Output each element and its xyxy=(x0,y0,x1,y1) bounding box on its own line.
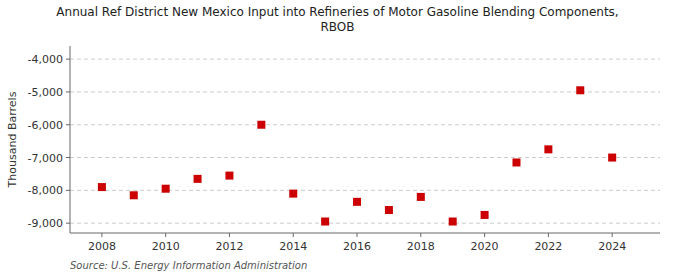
tick-label: -8,000 xyxy=(28,184,63,197)
title-line: RBOB xyxy=(320,20,354,34)
tick-label: 2012 xyxy=(215,240,243,253)
grid-line xyxy=(70,223,660,224)
point xyxy=(576,86,584,94)
tick-label: 2022 xyxy=(534,240,562,253)
point xyxy=(257,121,265,129)
tick-mark xyxy=(357,233,358,237)
y-axis xyxy=(70,46,71,233)
point xyxy=(194,175,202,183)
tick-mark xyxy=(548,233,549,237)
point xyxy=(225,172,233,180)
point xyxy=(98,183,106,191)
point xyxy=(608,154,616,162)
tick-mark xyxy=(66,124,70,125)
point xyxy=(289,190,297,198)
tick-label: -9,000 xyxy=(28,217,63,230)
tick-mark xyxy=(293,233,294,237)
tick-label: 2016 xyxy=(343,240,371,253)
point xyxy=(385,206,393,214)
point xyxy=(130,191,138,199)
title: Annual Ref District New Mexico Input int… xyxy=(56,5,618,34)
point xyxy=(544,145,552,153)
tick-label: -5,000 xyxy=(28,86,63,99)
grid-line xyxy=(70,190,660,191)
grid-line xyxy=(70,59,660,60)
tick-mark xyxy=(66,190,70,191)
tick-mark xyxy=(66,157,70,158)
source: Source: U.S. Energy Information Administ… xyxy=(70,260,307,271)
point xyxy=(481,211,489,219)
tick-label: 2020 xyxy=(471,240,499,253)
chart: Annual Ref District New Mexico Input int… xyxy=(0,0,675,275)
y-axis-label: Thousand Barrels xyxy=(6,91,19,188)
point xyxy=(449,218,457,226)
tick-mark xyxy=(612,233,613,237)
tick-mark xyxy=(229,233,230,237)
grid-line xyxy=(70,124,660,125)
point xyxy=(353,198,361,206)
tick-mark xyxy=(484,233,485,237)
title-line: Annual Ref District New Mexico Input int… xyxy=(56,5,618,19)
point xyxy=(417,193,425,201)
tick-label: 2024 xyxy=(598,240,626,253)
grid-line xyxy=(70,157,660,158)
tick-mark xyxy=(420,233,421,237)
tick-label: -6,000 xyxy=(28,119,63,132)
tick-mark xyxy=(66,59,70,60)
tick-mark xyxy=(66,223,70,224)
tick-label: 2010 xyxy=(152,240,180,253)
x-axis xyxy=(70,233,660,234)
tick-label: 2018 xyxy=(407,240,435,253)
tick-label: -4,000 xyxy=(28,53,63,66)
points xyxy=(98,86,616,225)
point xyxy=(162,185,170,193)
tick-mark xyxy=(165,233,166,237)
point xyxy=(321,218,329,226)
tick-label: 2014 xyxy=(279,240,307,253)
tick-mark xyxy=(66,91,70,92)
tick-mark xyxy=(101,233,102,237)
tick-label: -7,000 xyxy=(28,152,63,165)
grid-line xyxy=(70,91,660,92)
point xyxy=(512,158,520,166)
tick-label: 2008 xyxy=(88,240,116,253)
